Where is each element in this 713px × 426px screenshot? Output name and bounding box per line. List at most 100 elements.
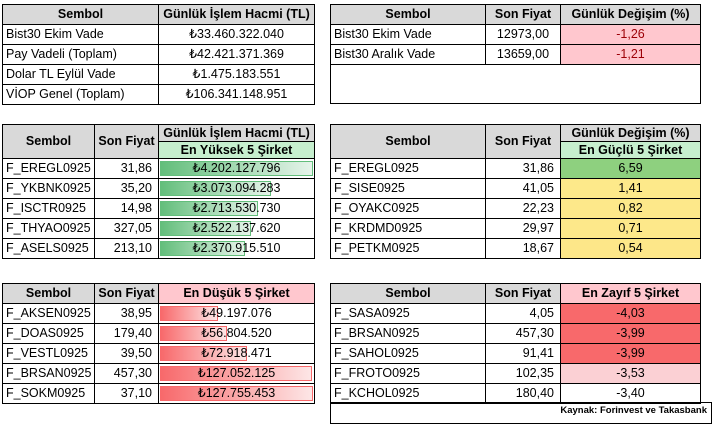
table-row: F_OYAKC0925 22,23 0,82	[330, 198, 701, 219]
col-header-symbol: Sembol	[330, 4, 486, 25]
change-cell: 0,54	[560, 238, 701, 259]
table-row: F_YKBNK0925 35,20 ₺3.073.094.283	[2, 178, 315, 199]
lowest-volume-table: Sembol Son Fiyat En Düşük 5 Şirket F_AKS…	[2, 283, 315, 404]
col-header-price: Son Fiyat	[94, 283, 159, 304]
volume-bar-cell: ₺127.755.453	[158, 383, 315, 404]
source-frame	[330, 402, 712, 424]
volume-bar-cell: ₺56.804.520	[158, 323, 315, 344]
table-header-row: Sembol Son Fiyat Günlük Değişim (%)	[330, 124, 701, 159]
col-header-symbol: Sembol	[330, 283, 486, 304]
symbol-cell: F_ISCTR0925	[2, 198, 95, 219]
price-cell: 38,95	[94, 303, 159, 324]
price-cell: 327,05	[94, 218, 159, 239]
symbol-cell: F_SISE0925	[330, 178, 486, 199]
table-row: Bist30 Ekim Vade 12973,00 -1,26	[330, 24, 701, 45]
symbol-cell: F_AKSEN0925	[2, 303, 95, 324]
symbol-cell: Bist30 Aralık Vade	[330, 44, 486, 65]
table-row: Bist30 Aralık Vade 13659,00 -1,21	[330, 44, 701, 65]
symbol-cell: F_OYAKC0925	[330, 198, 486, 219]
volume-databar	[160, 221, 251, 236]
volume-bar-cell: ₺127.052.125	[158, 363, 315, 384]
symbol-cell: F_PETKM0925	[330, 238, 486, 259]
symbol-cell: F_YKBNK0925	[2, 178, 95, 199]
table-row: F_FROTO0925 102,35 -3,53	[330, 363, 701, 384]
col-header-symbol: Sembol	[2, 124, 95, 159]
symbol-cell: VİOP Genel (Toplam)	[2, 84, 159, 105]
volume-databar	[160, 181, 272, 196]
price-cell: 31,86	[485, 158, 561, 179]
volume-cell: ₺33.460.322.040	[158, 24, 315, 45]
volume-bar-cell: ₺49.197.076	[158, 303, 315, 324]
volume-value: ₺4.202.127.796	[192, 161, 281, 175]
volume-databar	[160, 201, 258, 216]
symbol-cell: F_EREGL0925	[2, 158, 95, 179]
empty-row	[330, 64, 701, 84]
table-row: F_SISE0925 41,05 1,41	[330, 178, 701, 199]
table-row: F_SAHOL0925 91,41 -3,99	[330, 343, 701, 364]
table-row: VİOP Genel (Toplam) ₺106.341.148.951	[2, 84, 315, 105]
volume-cell: ₺42.421.371.369	[158, 44, 315, 65]
volume-databar	[160, 326, 227, 341]
price-cell: 37,10	[94, 383, 159, 404]
table-row: F_KCHOL0925 180,40 -3,40	[330, 383, 701, 404]
volume-databar	[160, 346, 247, 361]
volume-bar-cell: ₺2.522.137.620	[158, 218, 315, 239]
volume-value: ₺127.755.453	[197, 386, 276, 400]
volume-bar-cell: ₺72.918.471	[158, 343, 315, 364]
table-row: F_ISCTR0925 14,98 ₺2.713.530.730	[2, 198, 315, 219]
table-row: F_KRDMD0925 29,97 0,71	[330, 218, 701, 239]
volume-cell: ₺1.475.183.551	[158, 64, 315, 85]
table-row: F_PETKM0925 18,67 0,54	[330, 238, 701, 259]
price-cell: 213,10	[94, 238, 159, 259]
symbol-cell: Pay Vadeli (Toplam)	[2, 44, 159, 65]
price-cell: 31,86	[94, 158, 159, 179]
price-cell: 41,05	[485, 178, 561, 199]
change-cell: -3,99	[560, 343, 701, 364]
col-header-volume: Günlük İşlem Hacmi (TL)	[158, 124, 315, 142]
symbol-cell: F_BRSAN0925	[2, 363, 95, 384]
index-change-table: Sembol Son Fiyat Günlük Değişim (%) Bist…	[330, 4, 701, 104]
table-row: F_SOKM0925 37,10 ₺127.755.453	[2, 383, 315, 404]
table-row: F_BRSAN0925 457,30 ₺127.052.125	[2, 363, 315, 384]
table-header-row: Sembol Son Fiyat En Düşük 5 Şirket	[2, 283, 315, 304]
lowest5-subheader: En Düşük 5 Şirket	[158, 283, 315, 304]
symbol-cell: F_FROTO0925	[330, 363, 486, 384]
table-row: Pay Vadeli (Toplam) ₺42.421.371.369	[2, 44, 315, 65]
col-header-price: Son Fiyat	[485, 124, 561, 159]
volume-value: ₺3.073.094.283	[192, 181, 281, 195]
change-cell: -3,40	[560, 383, 701, 404]
price-cell: 39,50	[94, 343, 159, 364]
change-cell: 0,82	[560, 198, 701, 219]
change-cell: 1,41	[560, 178, 701, 199]
table-row: F_BRSAN0925 457,30 -3,99	[330, 323, 701, 344]
table-header-row: Sembol Son Fiyat En Zayıf 5 Şirket	[330, 283, 701, 304]
price-cell: 14,98	[94, 198, 159, 219]
table-row: F_ASELS0925 213,10 ₺2.370.915.510	[2, 238, 315, 259]
symbol-cell: F_VESTL0925	[2, 343, 95, 364]
weakest-change-table: Sembol Son Fiyat En Zayıf 5 Şirket F_SAS…	[330, 283, 701, 404]
symbol-cell: F_KRDMD0925	[330, 218, 486, 239]
symbol-cell: F_DOAS0925	[2, 323, 95, 344]
col-header-price: Son Fiyat	[94, 124, 159, 159]
table-row: F_SASA0925 4,05 -4,03	[330, 303, 701, 324]
volume-databar	[160, 241, 246, 256]
symbol-cell: Bist30 Ekim Vade	[330, 24, 486, 45]
symbol-cell: F_BRSAN0925	[330, 323, 486, 344]
change-cell: -4,03	[560, 303, 701, 324]
change-cell: 0,71	[560, 218, 701, 239]
symbol-cell: F_SOKM0925	[2, 383, 95, 404]
price-cell: 4,05	[485, 303, 561, 324]
volume-bar-cell: ₺2.370.915.510	[158, 238, 315, 259]
col-header-change: Günlük Değişim (%)	[560, 124, 701, 142]
weakest5-subheader: En Zayıf 5 Şirket	[560, 283, 701, 304]
empty-row	[330, 84, 701, 104]
price-cell: 18,67	[485, 238, 561, 259]
symbol-cell: F_KCHOL0925	[330, 383, 486, 404]
volume-value: ₺72.918.471	[201, 346, 272, 360]
price-cell: 13659,00	[485, 44, 561, 65]
table-header-row: Sembol Son Fiyat Günlük Değişim (%)	[330, 4, 701, 25]
table-row: F_AKSEN0925 38,95 ₺49.197.076	[2, 303, 315, 324]
change-cell: -1,26	[560, 24, 701, 45]
change-cell: -3,53	[560, 363, 701, 384]
change-cell: -1,21	[560, 44, 701, 65]
